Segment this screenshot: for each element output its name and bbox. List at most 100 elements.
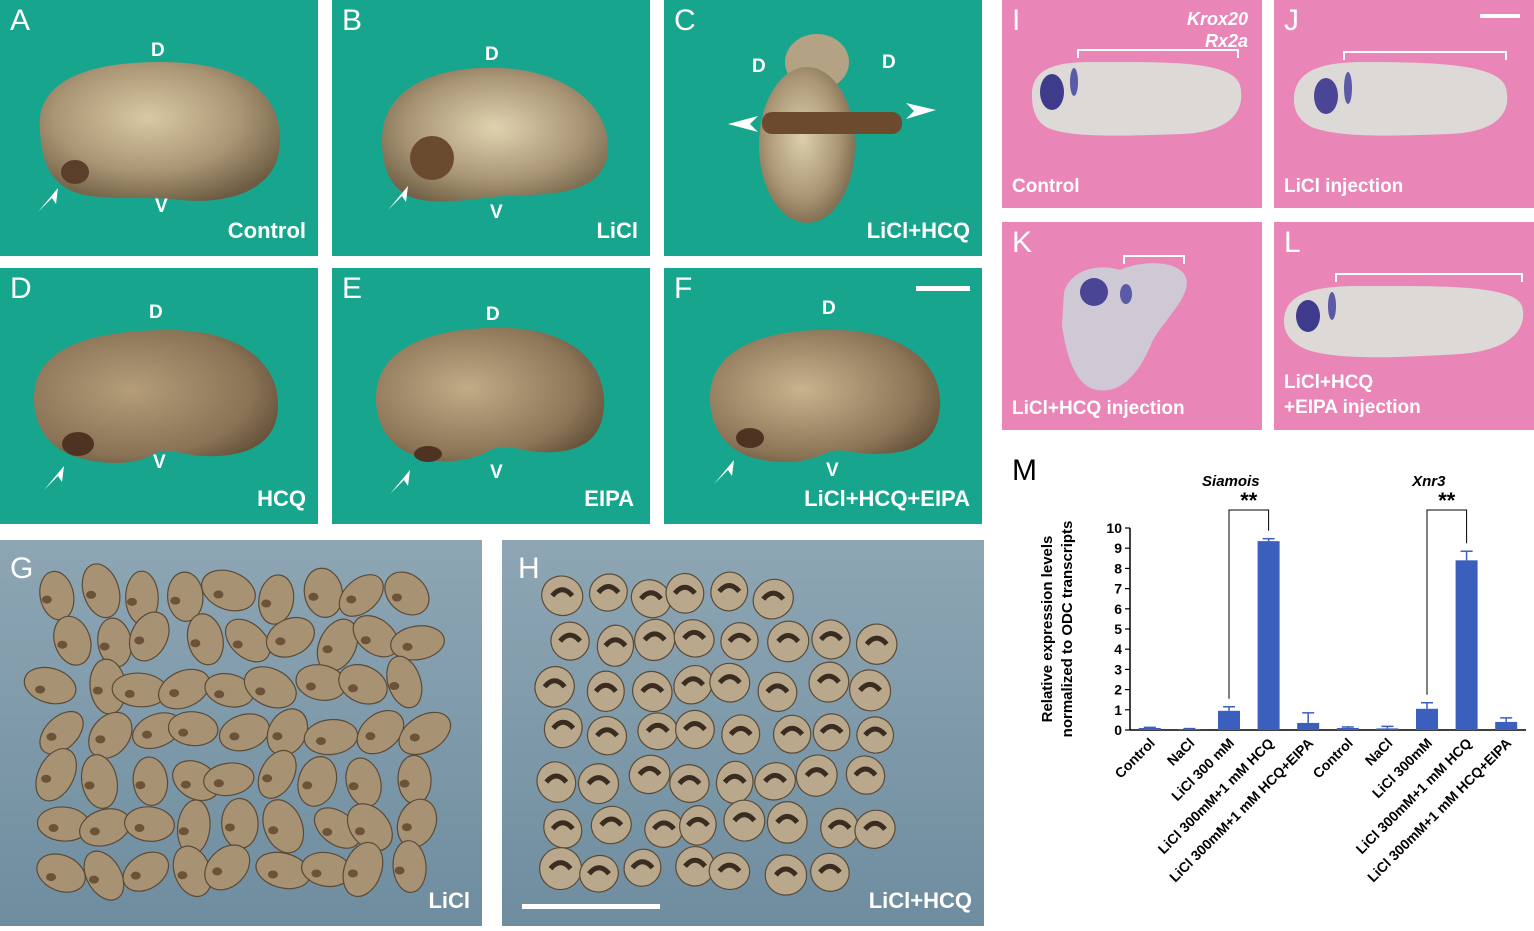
panel-j: J LiCl injection xyxy=(1274,0,1534,208)
x-tick-label: NaCl xyxy=(1164,735,1198,769)
embryo xyxy=(752,578,794,620)
embryo xyxy=(166,571,204,622)
embryo xyxy=(715,760,754,804)
embryo xyxy=(596,624,635,667)
scale-bar xyxy=(916,286,970,291)
condition-label: LiCl+HCQ +EIPA injection xyxy=(1284,370,1421,420)
panel-i: I Krox20 Rx2a Control xyxy=(1002,0,1262,208)
panel-letter: G xyxy=(10,552,34,585)
embryo xyxy=(550,621,590,661)
condition-label-line2: +EIPA injection xyxy=(1284,397,1421,418)
gene-labels: Krox20 Rx2a xyxy=(1187,8,1248,52)
condition-label: EIPA xyxy=(584,486,634,511)
embryo xyxy=(586,670,625,713)
embryo xyxy=(111,672,168,708)
panel-letter: J xyxy=(1284,4,1299,37)
embryo xyxy=(579,854,619,893)
embryo-group-image xyxy=(23,563,452,901)
embryo xyxy=(679,805,717,846)
condition-label: LiCl+HCQ xyxy=(866,218,970,243)
embryo xyxy=(673,619,715,658)
embryo-image xyxy=(38,62,280,212)
embryo xyxy=(81,563,121,619)
embryo xyxy=(810,852,850,892)
embryo xyxy=(390,625,445,661)
embryo xyxy=(356,709,405,755)
y-tick-label: 7 xyxy=(1114,581,1122,597)
embryo xyxy=(36,806,91,842)
embryo xyxy=(541,575,584,617)
embryo xyxy=(397,754,432,805)
embryo xyxy=(352,615,399,658)
gene-name: Siamois xyxy=(1202,473,1260,490)
embryo xyxy=(35,748,77,802)
significance-bracket xyxy=(1228,509,1270,699)
ventral-label: V xyxy=(490,202,503,223)
embryo-group-image xyxy=(534,571,898,896)
panel-letter: H xyxy=(518,552,540,585)
bar xyxy=(1297,722,1320,730)
condition-label-line1: LiCl+HCQ xyxy=(1284,372,1374,393)
embryo xyxy=(23,666,77,705)
gene-name: Xnr3 xyxy=(1411,473,1446,490)
embryo xyxy=(795,754,838,797)
panel-letter: M xyxy=(1012,454,1037,487)
embryo xyxy=(36,853,86,893)
panel-letter: K xyxy=(1012,226,1033,259)
panel-c: C D D LiCl+HCQ xyxy=(664,0,982,256)
scale-bar xyxy=(522,904,660,909)
embryo xyxy=(766,801,808,844)
embryo xyxy=(303,718,359,756)
embryo xyxy=(534,665,575,708)
embryo-stained-image xyxy=(1284,273,1524,358)
embryo xyxy=(342,841,384,898)
embryo xyxy=(122,851,170,892)
embryo xyxy=(398,711,452,756)
embryo xyxy=(392,840,427,893)
y-tick-label: 5 xyxy=(1114,621,1122,637)
condition-label: LiCl injection xyxy=(1284,176,1404,197)
gene-rx2a: Rx2a xyxy=(1204,31,1248,51)
y-axis-label-line2: normalized to ODC transcripts xyxy=(1059,521,1076,738)
panel-k: K LiCl+HCQ injection xyxy=(1002,222,1262,430)
embryo xyxy=(186,613,224,666)
bar xyxy=(1495,721,1518,730)
embryo xyxy=(221,797,259,849)
embryo xyxy=(39,570,75,621)
embryo xyxy=(255,851,311,890)
embryo-image xyxy=(728,34,936,223)
panel-letter: E xyxy=(342,272,363,305)
embryo xyxy=(673,664,713,705)
embryo-stained-image xyxy=(1294,51,1508,136)
embryo-image xyxy=(376,327,605,494)
dorsal-label: D xyxy=(822,298,836,319)
embryo xyxy=(767,620,810,663)
embryo xyxy=(80,754,119,809)
y-tick-label: 6 xyxy=(1114,601,1122,617)
embryo xyxy=(665,572,705,614)
gene-krox20: Krox20 xyxy=(1186,9,1248,29)
panel-a: A D V Control xyxy=(0,0,318,256)
scale-bar xyxy=(1480,14,1520,18)
panel-letter: A xyxy=(10,4,31,37)
panel-b: B D V LiCl xyxy=(332,0,650,256)
embryo-image xyxy=(34,330,279,490)
y-axis-label-line1: Relative expression levels xyxy=(1039,536,1056,723)
embryo xyxy=(764,854,808,896)
dorsal-label: D xyxy=(485,44,499,65)
significance-bracket xyxy=(1426,509,1468,695)
embryo xyxy=(854,809,896,849)
embryo xyxy=(721,714,761,755)
embryo xyxy=(131,712,182,750)
embryo xyxy=(856,716,895,754)
y-tick-label: 4 xyxy=(1114,641,1122,657)
embryo xyxy=(669,764,710,803)
embryo xyxy=(723,799,766,842)
bar-chart: M Relative expression levels normalized t… xyxy=(1012,454,1526,885)
embryo xyxy=(172,845,213,898)
embryo xyxy=(83,850,125,901)
embryo xyxy=(808,661,850,703)
embryo-stained-image xyxy=(1032,49,1242,136)
panel-letter: L xyxy=(1284,226,1301,259)
dorsal-label-right: D xyxy=(882,52,896,73)
